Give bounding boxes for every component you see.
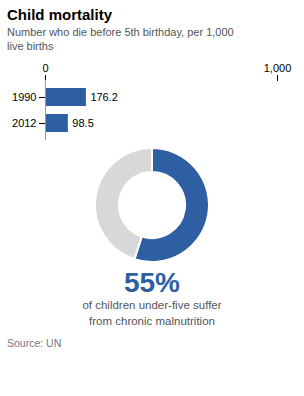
svg-text:176.2: 176.2 — [90, 91, 118, 103]
svg-text:2012: 2012 — [12, 117, 36, 129]
html-text:of children under-five suffer: of children under-five suffer from chron… — [82, 299, 222, 327]
html-text:Source: UN: Source: UN — [7, 337, 62, 350]
html-text:Number who die before 5th birt: Number who die before 5th birthday, per … — [7, 26, 234, 53]
svg-text:1990: 1990 — [12, 91, 36, 103]
html-text:55%: 55% — [124, 266, 180, 298]
svg-text:0: 0 — [42, 61, 48, 73]
svg-text:1,000: 1,000 — [264, 61, 292, 73]
html-text:Child mortality: Child mortality — [7, 6, 112, 23]
svg-text:98.5: 98.5 — [72, 117, 93, 129]
